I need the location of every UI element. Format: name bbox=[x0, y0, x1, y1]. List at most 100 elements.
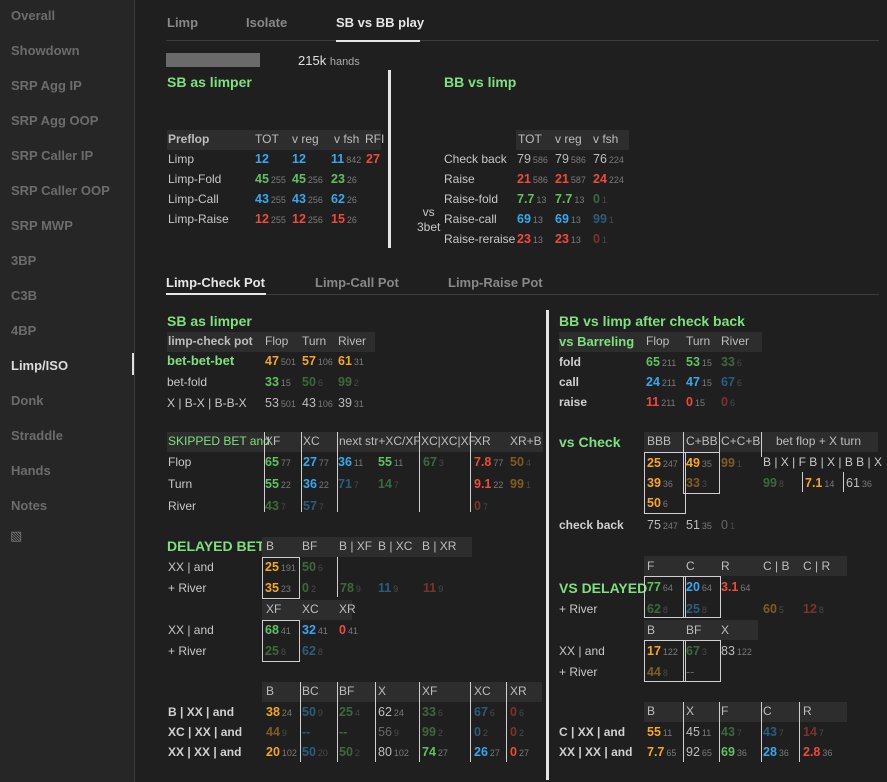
bottom-left-cell[interactable]: 0 27 bbox=[510, 745, 529, 759]
preflop-cell[interactable]: 27 bbox=[366, 152, 380, 166]
skipped-cell[interactable]: 43 7 bbox=[265, 499, 286, 513]
skipped-cell[interactable]: 27 77 bbox=[303, 455, 329, 469]
sidebar-item-overall[interactable]: Overall bbox=[11, 8, 56, 23]
preflop-cell[interactable]: 11 842 bbox=[331, 152, 362, 166]
bottom-right-cell[interactable]: 69 36 bbox=[721, 745, 747, 759]
vsdelayed2-cell[interactable]: 17 122 bbox=[647, 644, 678, 658]
skipped-cell[interactable]: 67 3 bbox=[423, 455, 444, 469]
vsdelayed-cell[interactable]: 60 5 bbox=[763, 602, 784, 616]
bottom-right-cell[interactable]: 14 7 bbox=[803, 725, 824, 739]
preflop-cell[interactable]: 62 26 bbox=[331, 192, 357, 206]
delayed-cell[interactable]: 78 9 bbox=[340, 581, 361, 595]
tab-limp-call-pot[interactable]: Limp-Call Pot bbox=[315, 275, 399, 290]
bottom-left-cell[interactable]: 80 102 bbox=[378, 745, 409, 759]
bbvslimp-cell[interactable]: 21 586 bbox=[517, 172, 548, 186]
bbvslimp-cell[interactable]: 7.7 13 bbox=[555, 192, 585, 206]
vscheck-cell[interactable]: 50 6 bbox=[647, 496, 668, 510]
sidebar-item-srp-caller-ip[interactable]: SRP Caller IP bbox=[11, 148, 94, 163]
bottom-left-cell[interactable]: 20 102 bbox=[266, 745, 297, 759]
delayed-cell[interactable]: 25 191 bbox=[265, 560, 296, 574]
bottom-left-cell[interactable]: -- bbox=[302, 725, 311, 739]
skipped-cell[interactable]: 65 77 bbox=[265, 455, 291, 469]
bbvslimp-cell[interactable]: 24 224 bbox=[593, 172, 624, 186]
bbvslimp-cell[interactable]: 23 13 bbox=[555, 232, 581, 246]
bottom-right-cell[interactable]: 2.8 36 bbox=[803, 745, 833, 759]
barreling-cell[interactable]: 65 211 bbox=[646, 355, 677, 369]
bottom-left-cell[interactable]: 50 20 bbox=[302, 745, 328, 759]
sidebar-item-hands[interactable]: Hands bbox=[11, 463, 51, 478]
bbvslimp-cell[interactable]: 99 1 bbox=[593, 212, 614, 226]
delayed-cell[interactable]: 11 9 bbox=[423, 581, 444, 595]
barreling-cell[interactable]: 0 15 bbox=[686, 395, 705, 409]
delayed2-cell[interactable]: 0 41 bbox=[339, 623, 358, 637]
sidebar-item-srp-agg-ip[interactable]: SRP Agg IP bbox=[11, 78, 82, 93]
bottom-left-cell[interactable]: 99 2 bbox=[422, 725, 443, 739]
bottom-left-cell[interactable]: 33 6 bbox=[422, 705, 443, 719]
skipped-cell[interactable]: 50 4 bbox=[510, 455, 531, 469]
vsdelayed2-cell[interactable]: -- bbox=[686, 665, 695, 679]
bottom-left-cell[interactable]: 56 9 bbox=[378, 725, 399, 739]
skipped-cell[interactable]: 99 1 bbox=[510, 477, 531, 491]
vscheck-cell[interactable]: 99 1 bbox=[721, 456, 742, 470]
xbx-cell[interactable]: 43 106 bbox=[302, 396, 333, 410]
bbvslimp-cell[interactable]: 69 13 bbox=[555, 212, 581, 226]
tab-limp[interactable]: Limp bbox=[167, 15, 199, 30]
skipped-cell[interactable]: 36 11 bbox=[338, 455, 364, 469]
xbx-cell[interactable]: 53 501 bbox=[265, 396, 296, 410]
bottom-left-cell[interactable]: -- bbox=[339, 725, 348, 739]
vscheck-cell[interactable]: 61 36 bbox=[846, 476, 872, 490]
skipped-cell[interactable]: 14 7 bbox=[378, 477, 399, 491]
vscheck-cell[interactable]: 33 3 bbox=[686, 476, 707, 490]
bottom-left-cell[interactable]: 26 27 bbox=[474, 745, 500, 759]
chart-icon[interactable]: ▧ bbox=[10, 528, 23, 543]
bottom-left-cell[interactable]: 74 27 bbox=[422, 745, 448, 759]
bottom-left-cell[interactable]: 44 9 bbox=[266, 725, 287, 739]
vsdelayed2-cell[interactable]: 67 3 bbox=[686, 644, 707, 658]
bbb-cell[interactable]: 47 501 bbox=[265, 354, 296, 368]
skipped-cell[interactable]: 55 22 bbox=[265, 477, 291, 491]
vsdelayed-cell[interactable]: 12 8 bbox=[803, 602, 824, 616]
vsdelayed2-cell[interactable]: 44 8 bbox=[647, 665, 668, 679]
preflop-cell[interactable]: 12 bbox=[292, 152, 306, 166]
bottom-left-cell[interactable]: 62 24 bbox=[378, 705, 404, 719]
bottom-right-cell[interactable]: 45 11 bbox=[686, 725, 712, 739]
bottom-right-cell[interactable]: 55 11 bbox=[647, 725, 673, 739]
preflop-cell[interactable]: 12 256 bbox=[292, 212, 323, 226]
bottom-left-cell[interactable]: 38 24 bbox=[266, 705, 292, 719]
sidebar-item-c3b[interactable]: C3B bbox=[11, 288, 38, 303]
bbvslimp-cell[interactable]: 79 586 bbox=[555, 152, 586, 166]
tab-limp-raise-pot[interactable]: Limp-Raise Pot bbox=[448, 275, 543, 290]
bbvslimp-cell[interactable]: 79 586 bbox=[517, 152, 548, 166]
skipped-cell[interactable]: 71 7 bbox=[338, 477, 359, 491]
delayed-cell[interactable]: 50 6 bbox=[302, 560, 323, 574]
tab-limp-check-pot[interactable]: Limp-Check Pot bbox=[166, 275, 265, 290]
barreling-cell[interactable]: 47 15 bbox=[686, 375, 712, 389]
xbx-cell[interactable]: 39 31 bbox=[338, 396, 364, 410]
vscheck-cell[interactable]: 25 247 bbox=[647, 456, 678, 470]
delayed-cell[interactable]: 11 9 bbox=[378, 581, 399, 595]
bbb-cell[interactable]: 57 106 bbox=[302, 354, 333, 368]
preflop-cell[interactable]: 43 255 bbox=[255, 192, 286, 206]
bottom-right-cell[interactable]: 43 7 bbox=[721, 725, 742, 739]
betfold-cell[interactable]: 99 2 bbox=[338, 375, 359, 389]
checkback-cell[interactable]: 51 35 bbox=[686, 518, 712, 532]
skipped-cell[interactable]: 55 11 bbox=[378, 455, 404, 469]
vsdelayed-cell[interactable]: 77 64 bbox=[647, 580, 673, 594]
sidebar-item-srp-agg-oop[interactable]: SRP Agg OOP bbox=[11, 113, 99, 128]
delayed2-cell[interactable]: 68 41 bbox=[265, 623, 291, 637]
vscheck-cell[interactable]: 49 35 bbox=[686, 456, 712, 470]
delayed2-cell[interactable]: 32 41 bbox=[302, 623, 328, 637]
bbvslimp-cell[interactable]: 23 13 bbox=[517, 232, 543, 246]
sidebar-item-limp-iso[interactable]: Limp/ISO bbox=[11, 358, 69, 373]
bottom-left-cell[interactable]: 50 9 bbox=[302, 705, 323, 719]
delayed-cell[interactable]: 35 23 bbox=[265, 581, 291, 595]
bbvslimp-cell[interactable]: 76 224 bbox=[593, 152, 624, 166]
sidebar-item-srp-caller-oop[interactable]: SRP Caller OOP bbox=[11, 183, 110, 198]
barreling-cell[interactable]: 11 211 bbox=[646, 395, 676, 409]
